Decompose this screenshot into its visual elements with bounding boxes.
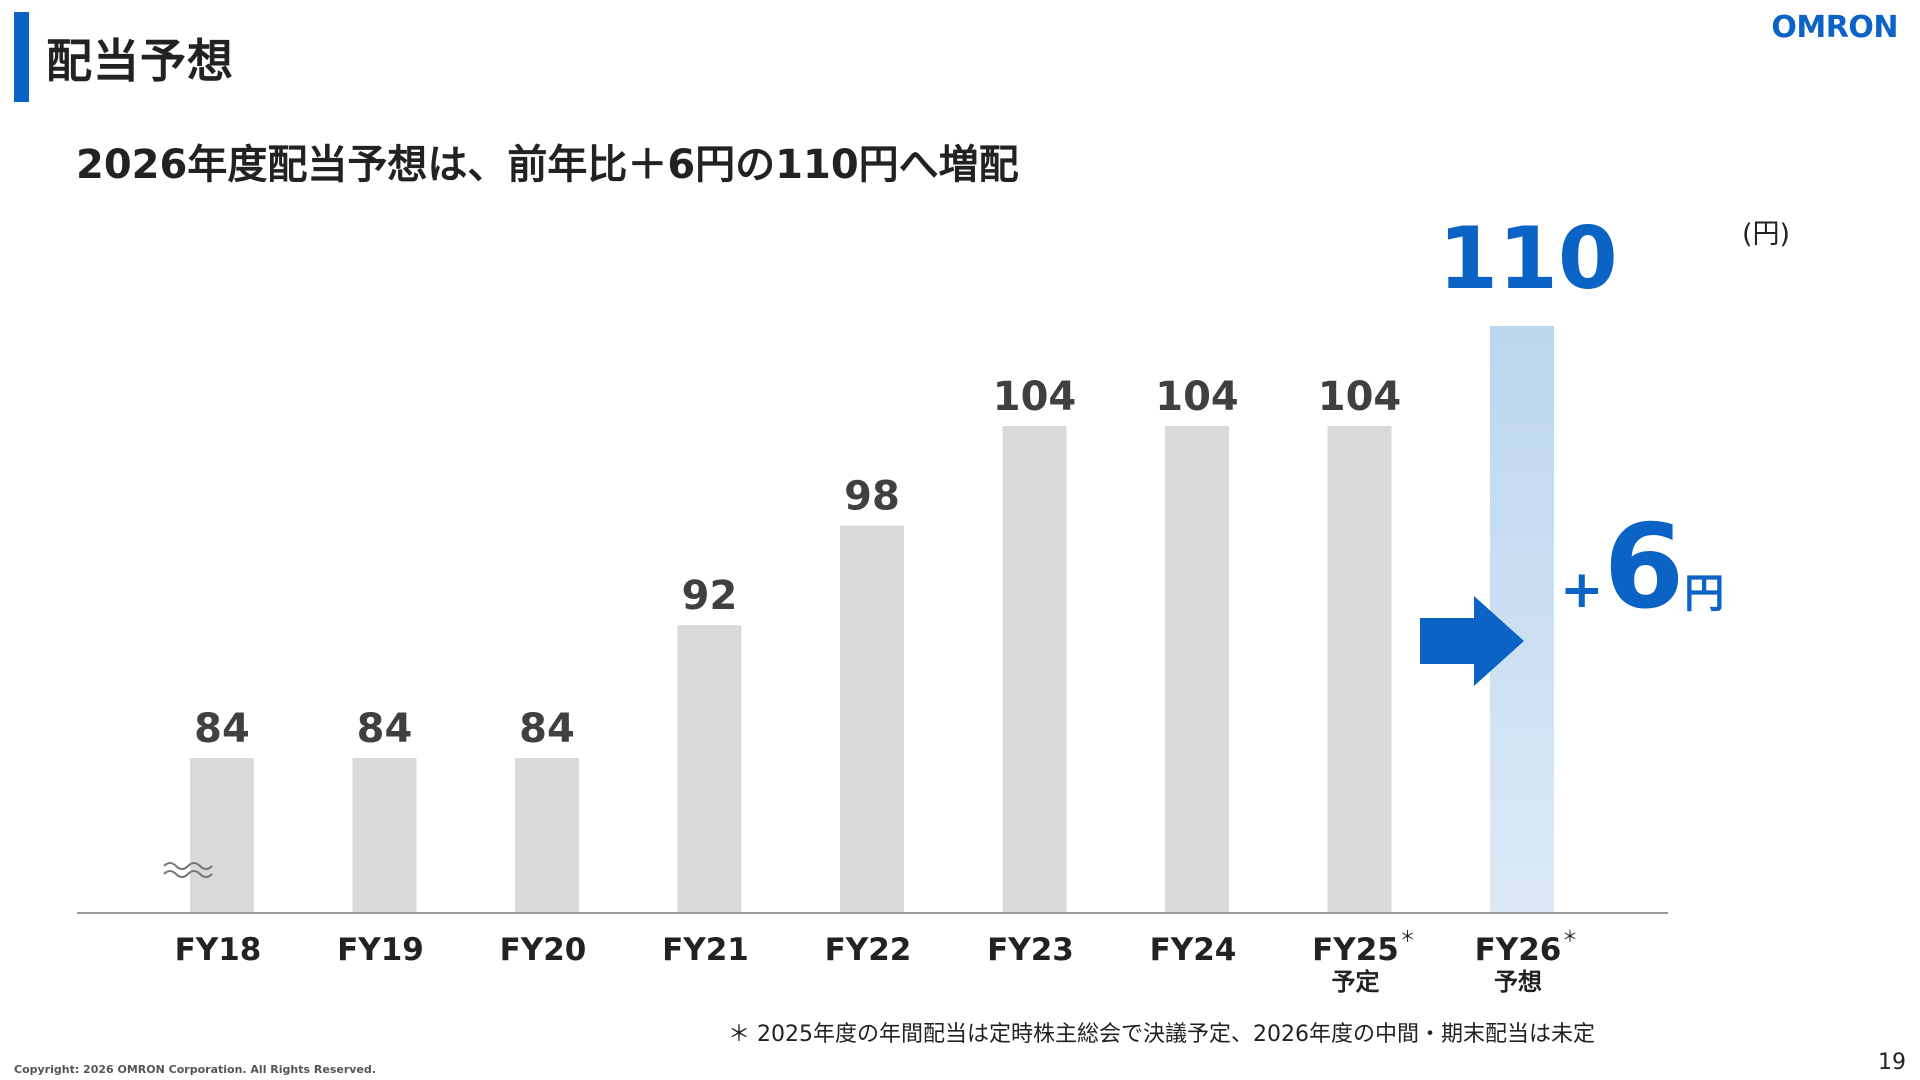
page-subtitle: 2026年度配当予想は、前年比＋6円の110円へ増配 <box>76 142 1019 188</box>
bar-fy21 <box>677 625 742 913</box>
bar-fy23 <box>1002 426 1067 913</box>
bar-fy22 <box>840 525 904 913</box>
footnote: ＊ 2025年度の年間配当は定時株主総会で決議予定、2026年度の中間・期末配当… <box>728 1022 1595 1047</box>
value-label-fy26: 110 <box>1438 209 1618 309</box>
value-label-fy25: 104 <box>1318 374 1402 420</box>
category-mark-fy25: ＊ <box>1399 927 1415 946</box>
value-label-fy21: 92 <box>682 573 738 619</box>
unit-label: (円) <box>1742 219 1791 250</box>
delta-unit: 円 <box>1684 571 1725 617</box>
bar-fy20 <box>515 758 579 913</box>
page-title: 配当予想 <box>46 34 234 88</box>
copyright: Copyright: 2026 OMRON Corporation. All R… <box>14 1063 376 1076</box>
bar-fy19 <box>352 758 417 913</box>
category-label-fy26: FY26 <box>1475 932 1562 968</box>
value-label-fy20: 84 <box>519 706 575 752</box>
bar-fy18 <box>190 758 254 913</box>
category-label-fy21: FY21 <box>662 932 749 968</box>
increase-arrow-icon <box>1420 596 1524 690</box>
value-label-fy18: 84 <box>194 706 250 752</box>
category-label-fy23: FY23 <box>987 932 1074 968</box>
value-label-fy23: 104 <box>993 374 1077 420</box>
title-accent-bar <box>14 12 29 102</box>
bar-fy25 <box>1327 426 1392 913</box>
category-label-fy18: FY18 <box>175 932 262 968</box>
page-number: 19 <box>1878 1050 1906 1075</box>
value-label-fy22: 98 <box>844 474 900 520</box>
category-mark-fy26: ＊ <box>1562 927 1578 946</box>
category-sublabel-fy25: 予定 <box>1332 968 1380 996</box>
bar-fy26 <box>1490 326 1554 913</box>
delta-value: 6 <box>1603 500 1685 635</box>
category-label-fy19: FY19 <box>337 932 424 968</box>
category-label-fy20: FY20 <box>500 932 587 968</box>
category-label-fy25: FY25 <box>1312 932 1399 968</box>
axis-break-icon <box>163 862 213 878</box>
delta-sign: + <box>1560 560 1604 620</box>
category-sublabel-fy26: 予想 <box>1494 968 1542 996</box>
omron-logo: OMRON <box>1771 10 1898 45</box>
dividend-increase-label: +6円 <box>1560 510 1724 626</box>
category-label-fy22: FY22 <box>825 932 912 968</box>
category-label-fy24: FY24 <box>1150 932 1237 968</box>
value-label-fy24: 104 <box>1155 374 1239 420</box>
value-label-fy19: 84 <box>357 706 413 752</box>
bar-fy24 <box>1165 426 1229 913</box>
